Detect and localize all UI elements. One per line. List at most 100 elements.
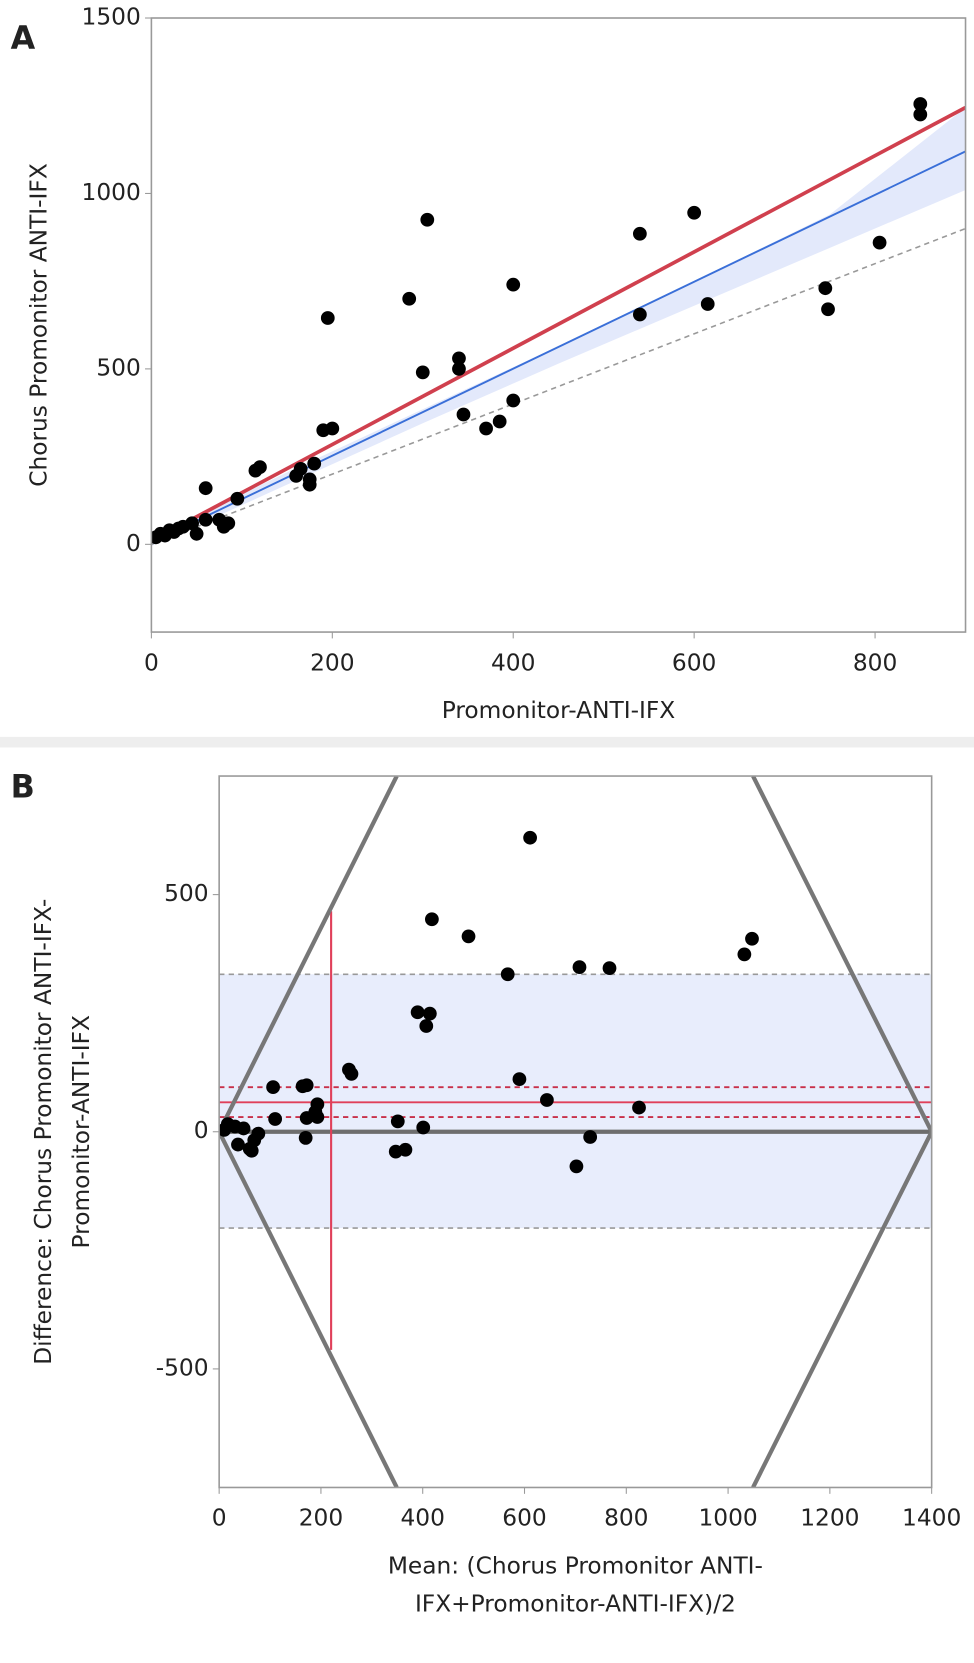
x-tick-label: 0 bbox=[212, 1505, 227, 1532]
data-point bbox=[398, 1142, 413, 1157]
panel-label: A bbox=[11, 21, 36, 57]
data-point bbox=[320, 311, 335, 325]
y-tick-label: -500 bbox=[156, 1354, 209, 1381]
data-point bbox=[189, 526, 204, 541]
data-point bbox=[390, 1114, 405, 1129]
data-point bbox=[632, 1100, 646, 1115]
data-point bbox=[479, 421, 493, 436]
data-point bbox=[416, 1120, 431, 1135]
data-point bbox=[244, 1143, 259, 1158]
data-point bbox=[415, 365, 430, 380]
y-tick-label: 500 bbox=[164, 880, 208, 907]
data-point bbox=[422, 1006, 437, 1021]
data-point bbox=[212, 512, 227, 527]
data-point bbox=[700, 297, 715, 311]
data-point bbox=[461, 929, 476, 944]
data-point bbox=[821, 302, 835, 317]
data-point bbox=[572, 960, 587, 975]
x-tick-label: 1200 bbox=[800, 1505, 859, 1532]
y-tick-label: 0 bbox=[126, 530, 141, 557]
data-point bbox=[236, 1121, 251, 1136]
data-point bbox=[310, 1110, 325, 1124]
data-point bbox=[523, 830, 537, 845]
x-tick-label: 0 bbox=[144, 649, 159, 676]
data-point bbox=[410, 1005, 425, 1020]
y-tick-label: 0 bbox=[194, 1117, 209, 1144]
data-point bbox=[420, 212, 435, 227]
data-point bbox=[569, 1159, 584, 1174]
data-point bbox=[198, 512, 213, 527]
separator bbox=[0, 736, 974, 748]
data-point bbox=[913, 107, 928, 122]
fit-line bbox=[751, 776, 932, 1488]
data-point bbox=[298, 1131, 313, 1145]
data-point bbox=[299, 1078, 314, 1093]
data-point bbox=[266, 1080, 280, 1095]
data-point bbox=[167, 525, 181, 539]
x-tick-label: 1400 bbox=[902, 1505, 961, 1532]
data-point bbox=[506, 393, 521, 408]
data-point bbox=[402, 291, 417, 306]
x-tick-label: 400 bbox=[491, 649, 535, 676]
fit-line bbox=[151, 105, 966, 543]
fit-line bbox=[151, 227, 966, 546]
agreement-band bbox=[219, 974, 932, 1229]
x-tick-label: 1000 bbox=[698, 1505, 757, 1532]
x-tick-label: 600 bbox=[502, 1505, 546, 1532]
data-point bbox=[602, 961, 617, 976]
y-tick-label: 1500 bbox=[82, 4, 141, 31]
plot-frame bbox=[150, 17, 967, 633]
data-point bbox=[307, 456, 322, 471]
x-axis-label: Mean: (Chorus Promonitor ANTI- bbox=[388, 1552, 763, 1579]
data-point bbox=[632, 307, 647, 322]
data-point bbox=[219, 1122, 232, 1137]
data-point bbox=[512, 1072, 527, 1086]
data-point bbox=[540, 1093, 554, 1107]
data-point bbox=[583, 1130, 598, 1144]
plot-area bbox=[219, 776, 932, 1488]
data-point bbox=[289, 469, 304, 483]
y-tick-label: 500 bbox=[96, 354, 140, 381]
data-point bbox=[818, 281, 833, 296]
data-point bbox=[913, 97, 928, 111]
data-point bbox=[452, 362, 466, 376]
data-point bbox=[230, 491, 245, 506]
plot-area bbox=[151, 18, 966, 633]
x-tick-label: 800 bbox=[604, 1505, 648, 1532]
data-point bbox=[316, 423, 331, 438]
panel-label: B bbox=[11, 770, 35, 806]
data-point bbox=[492, 414, 507, 429]
x-tick-label: 400 bbox=[401, 1505, 445, 1532]
data-point bbox=[425, 912, 439, 927]
data-point bbox=[500, 967, 515, 982]
x-tick-label: 600 bbox=[672, 649, 716, 676]
data-point bbox=[452, 351, 466, 366]
data-point bbox=[456, 407, 471, 422]
y-axis-label: Promonitor-ANTI-IFX bbox=[68, 1015, 95, 1249]
y-tick-label: 1000 bbox=[82, 179, 141, 206]
x-axis-label: IFX+Promonitor-ANTI-IFX)/2 bbox=[415, 1590, 736, 1617]
data-point bbox=[737, 947, 752, 962]
data-point bbox=[302, 477, 317, 492]
y-axis-label: Chorus Promonitor ANTI-IFX bbox=[26, 163, 53, 487]
data-point bbox=[687, 205, 702, 220]
x-axis-label: Promonitor-ANTI-IFX bbox=[442, 697, 676, 724]
data-point bbox=[872, 235, 887, 250]
data-point bbox=[632, 226, 647, 241]
data-point bbox=[248, 463, 263, 478]
data-point bbox=[506, 277, 521, 292]
x-tick-label: 200 bbox=[310, 649, 354, 676]
data-point bbox=[344, 1067, 359, 1081]
x-tick-label: 200 bbox=[299, 1505, 343, 1532]
data-point bbox=[251, 1126, 266, 1141]
data-point bbox=[198, 481, 213, 496]
fit-line bbox=[219, 776, 399, 1488]
data-point bbox=[268, 1112, 283, 1126]
data-point bbox=[231, 1137, 245, 1152]
x-tick-label: 800 bbox=[853, 649, 897, 676]
data-point bbox=[745, 931, 759, 946]
y-axis-label: Difference: Chorus Promonitor ANTI-IFX- bbox=[30, 899, 57, 1365]
data-point bbox=[419, 1019, 434, 1033]
fit-line bbox=[151, 150, 966, 544]
